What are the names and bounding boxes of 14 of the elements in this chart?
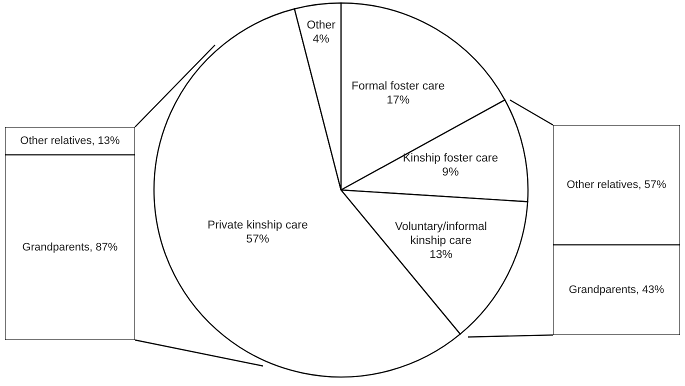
slice-label: Kinship foster care [402,152,498,165]
slice-label: Other [306,19,336,32]
data-label: 4% [312,33,330,46]
data-label: Grandparents, 43% [568,284,664,296]
slice-label: Voluntary/informal kinship care [394,220,487,247]
data-label: Other relatives, 13% [20,134,120,147]
data-label: 57% [246,233,270,246]
slice-label: Formal foster care [351,80,445,92]
slice-label: Private kinship care [208,219,308,232]
data-label: Grandparents, 87% [22,241,118,254]
data-label: 9% [442,166,459,179]
data-label: Other relatives, 57% [566,178,667,191]
data-label: 13% [429,248,452,261]
data-label: 17% [386,94,410,106]
